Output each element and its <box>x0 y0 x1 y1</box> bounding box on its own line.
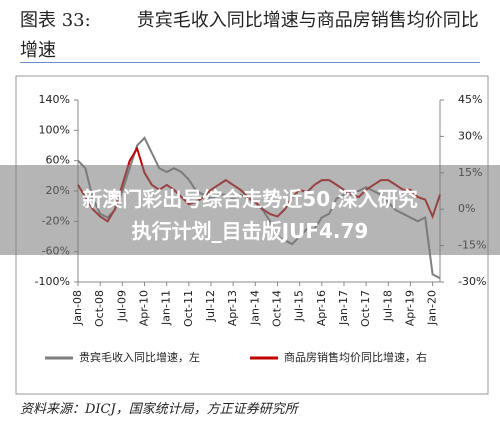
x-tick-label: Apr-10 <box>137 290 150 326</box>
x-tick-label: Jul-09 <box>115 290 128 322</box>
x-tick-label: Jul-15 <box>293 290 306 322</box>
y2-tick-label: 30% <box>458 129 482 142</box>
y-tick-label: 140% <box>39 93 70 106</box>
legend-label: 贵宾毛收入同比增速，左 <box>79 350 200 364</box>
x-tick-label: Oct-11 <box>182 290 195 327</box>
overlay-text: 新澳门彩出号综合走势近50,深入研究 <box>82 187 418 211</box>
x-tick-label: Apr-16 <box>315 290 328 326</box>
x-tick-label: Jan-11 <box>160 290 173 326</box>
title-rule <box>20 62 480 63</box>
x-tick-label: Jan-08 <box>71 290 84 326</box>
y-tick-label: 100% <box>39 123 70 136</box>
figure-label: 图表 33: <box>20 10 91 31</box>
title-block: 图表 33: 贵宾毛收入同比增速与商品房销售均价同比增速 <box>20 6 480 66</box>
x-tick-label: Jan-20 <box>426 290 439 326</box>
y-tick-label: -100% <box>35 275 70 288</box>
x-tick-label: Oct-08 <box>93 290 106 327</box>
source: 资料来源：DICJ，国家统计局，方正证券研究所 <box>20 402 298 417</box>
y-tick-label: 60% <box>46 154 70 167</box>
overlay-text: 执行计划_目击版JUF4.79 <box>131 219 369 243</box>
legend-label: 商品房销售均价同比增速，右 <box>284 350 427 364</box>
x-tick-label: Oct-17 <box>359 290 372 327</box>
x-tick-label: Jul-12 <box>204 290 217 322</box>
chart-title: 贵宾毛收入同比增速与商品房销售均价同比增速 <box>20 10 479 61</box>
x-tick-label: Oct-14 <box>270 290 283 327</box>
x-tick-label: Jan-17 <box>337 290 350 326</box>
x-tick-label: Jul-18 <box>381 290 394 322</box>
x-tick-label: Jan-14 <box>248 290 261 326</box>
y2-tick-label: -30% <box>458 275 486 288</box>
overlay-banner: 新澳门彩出号综合走势近50,深入研究 执行计划_目击版JUF4.79 <box>0 165 500 255</box>
x-tick-label: Apr-13 <box>226 290 239 326</box>
x-tick-label: Apr-19 <box>403 290 416 326</box>
y2-tick-label: 45% <box>458 93 482 106</box>
